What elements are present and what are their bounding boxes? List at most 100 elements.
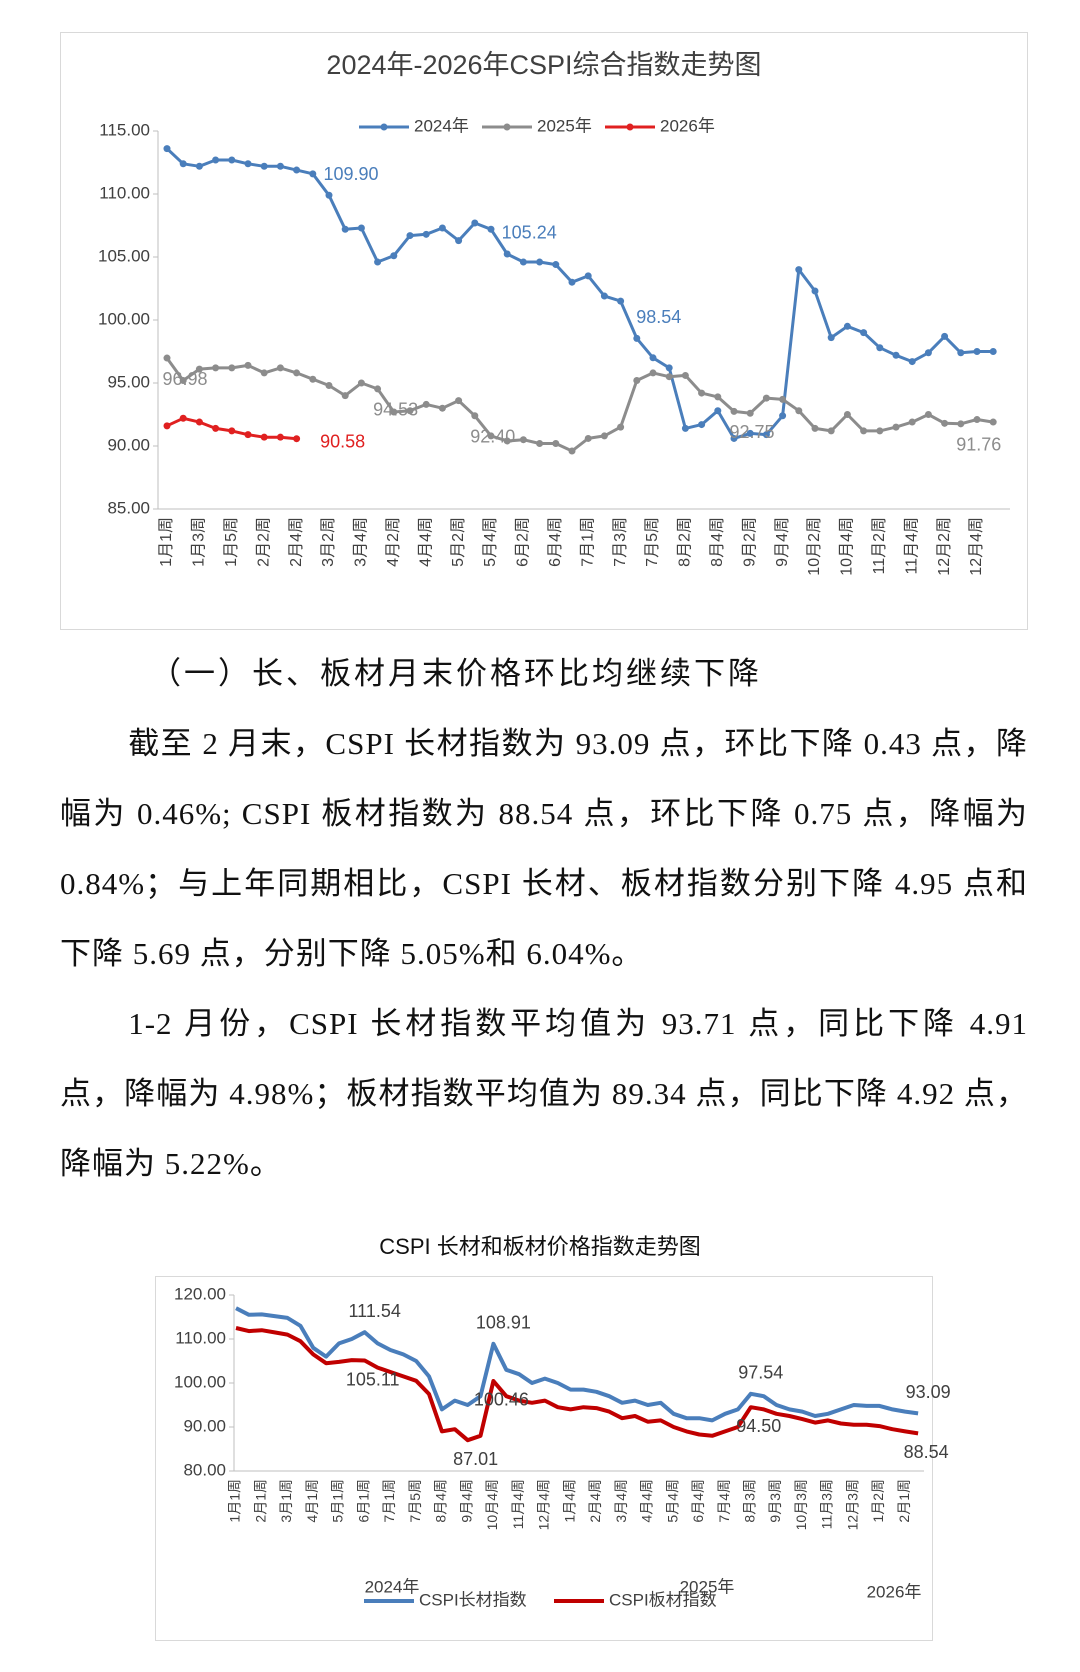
data-point	[989, 348, 997, 355]
x-tick-label: 9月4周	[458, 1479, 474, 1523]
x-tick-label: 10月2周	[806, 517, 823, 576]
data-point	[503, 437, 511, 445]
x-tick-label: 2月4周	[288, 517, 305, 567]
data-point	[163, 422, 171, 430]
data-point	[681, 371, 689, 379]
x-tick-label: 1月1周	[158, 517, 175, 567]
x-tick-label: 3月4周	[353, 517, 370, 567]
x-tick-label: 4月4周	[639, 1479, 655, 1523]
legend-marker	[503, 123, 511, 131]
data-point	[746, 429, 754, 437]
y-tick-label: 90.00	[107, 435, 150, 454]
data-point	[195, 162, 203, 170]
data-point	[487, 432, 495, 440]
y-tick-label: 100.00	[98, 309, 150, 328]
data-point	[860, 329, 868, 337]
data-point	[600, 432, 608, 440]
y-tick-label: 85.00	[107, 498, 150, 517]
x-tick-label: 9月4周	[774, 517, 791, 567]
y-tick-label: 110.00	[175, 1328, 226, 1347]
x-tick-label: 8月4周	[709, 517, 726, 567]
x-tick-label: 5月4周	[664, 1479, 680, 1523]
x-tick-label: 7月5周	[407, 1479, 423, 1523]
x-tick-label: 4月4周	[417, 517, 434, 567]
data-point	[827, 334, 835, 342]
series-line	[165, 357, 994, 453]
data-point	[811, 424, 819, 432]
data-point	[957, 349, 965, 357]
data-point	[584, 434, 592, 442]
data-point	[293, 369, 301, 377]
data-point	[487, 225, 495, 233]
x-tick-label: 2月1周	[896, 1479, 912, 1523]
data-point	[600, 292, 608, 300]
data-point	[973, 348, 981, 355]
series-line	[165, 147, 994, 440]
data-point	[244, 361, 252, 369]
data-point	[212, 424, 220, 432]
legend-label: CSPI板材指数	[609, 1590, 717, 1609]
x-tick-label: 11月2周	[871, 517, 888, 575]
data-label: 90.58	[320, 431, 365, 451]
data-point	[973, 416, 981, 424]
series-line	[235, 1326, 919, 1443]
data-point	[876, 344, 884, 352]
data-point	[260, 369, 268, 377]
data-point	[714, 407, 722, 415]
data-point	[293, 435, 301, 443]
data-point	[195, 418, 203, 426]
data-label: 93.09	[906, 1382, 951, 1402]
data-point	[924, 349, 932, 357]
data-point	[665, 373, 673, 381]
data-point	[260, 162, 268, 170]
x-tick-label: 6月4周	[547, 517, 564, 567]
y-tick-label: 115.00	[99, 120, 150, 139]
data-point	[455, 237, 463, 245]
data-point	[843, 322, 851, 330]
data-label: 111.54	[349, 1301, 401, 1321]
x-tick-label: 12月2周	[936, 517, 953, 576]
data-point	[762, 394, 770, 402]
data-point	[260, 433, 268, 441]
legend-marker	[380, 123, 388, 131]
x-tick-label: 1月2周	[870, 1479, 886, 1523]
data-point	[471, 219, 479, 227]
data-point	[228, 156, 236, 164]
x-tick-label: 5月2周	[450, 517, 467, 567]
data-point	[179, 160, 187, 168]
data-label: 97.54	[738, 1363, 783, 1383]
data-point	[422, 230, 430, 238]
data-point	[519, 258, 527, 266]
data-point	[276, 364, 284, 372]
data-label: 105.24	[502, 223, 557, 243]
data-label: 108.91	[476, 1313, 531, 1333]
data-point	[212, 364, 220, 372]
section-heading: （一）长、板材月末价格环比均继续下降	[150, 656, 762, 691]
legend-label: 2026年	[660, 116, 715, 135]
x-tick-label: 2月2周	[255, 517, 272, 567]
x-tick-label: 7月1周	[579, 517, 596, 567]
data-label: 92.40	[470, 427, 515, 447]
data-label: 98.54	[636, 307, 681, 327]
data-point	[228, 364, 236, 372]
data-point	[617, 423, 625, 431]
data-point	[779, 395, 787, 403]
x-tick-label: 10月3周	[793, 1479, 809, 1530]
data-point	[892, 351, 900, 359]
data-label: 94.53	[373, 400, 418, 420]
x-tick-label: 3月1周	[278, 1479, 294, 1523]
chart-title: 2024年-2026年CSPI综合指数走势图	[326, 50, 761, 80]
legend-label: 2024年	[414, 116, 469, 135]
data-label: 92.75	[729, 422, 774, 442]
chart-title: CSPI 长材和板材价格指数走势图	[379, 1234, 700, 1259]
x-tick-label: 12月3周	[844, 1479, 860, 1530]
data-point	[795, 407, 803, 415]
data-point	[309, 170, 317, 178]
data-point	[341, 392, 349, 400]
data-point	[908, 418, 916, 426]
x-tick-label: 6月2周	[515, 517, 532, 567]
data-point	[519, 436, 527, 444]
data-point	[406, 407, 414, 415]
data-label: 105.11	[346, 1369, 400, 1389]
x-tick-label: 5月4周	[482, 517, 499, 567]
